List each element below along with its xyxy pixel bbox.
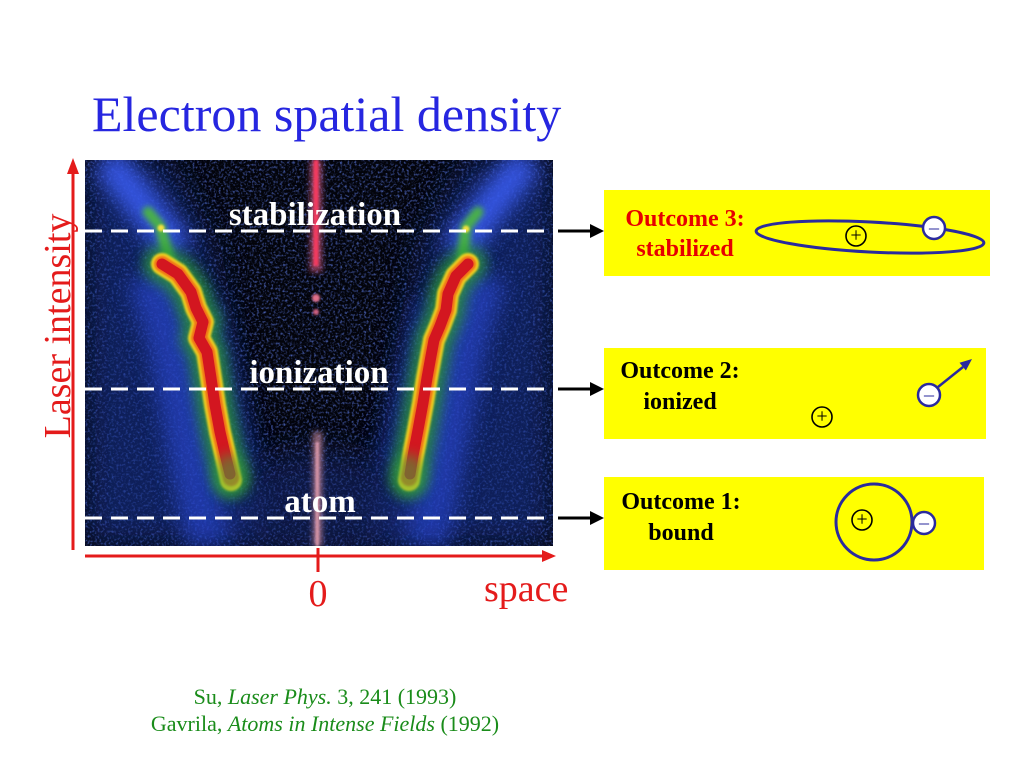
slide-title: Electron spatial density	[92, 86, 561, 142]
electron-escape-arrow-icon	[937, 359, 972, 388]
citation-source: Laser Phys.	[227, 684, 332, 709]
center-beam-upper-core	[313, 160, 319, 266]
citation-details: 3, 241 (1993)	[337, 684, 456, 709]
outcome-3-box: Outcome 3: stabilized + –	[604, 190, 990, 276]
right-streak-core	[404, 258, 474, 480]
center-beam-lower-core	[315, 442, 319, 546]
citation-block: Su, Laser Phys. 3, 241 (1993) Gavrila, A…	[151, 684, 499, 736]
y-axis-arrowhead	[67, 158, 79, 174]
electron-symbol: –	[928, 217, 940, 239]
level-label-atom: atom	[284, 484, 355, 520]
x-axis-origin-label: 0	[309, 573, 328, 615]
electron-icon	[911, 510, 937, 536]
arrow-right-icon	[558, 382, 604, 396]
citation-author: Su,	[194, 684, 223, 709]
arrow-right-icon	[558, 224, 604, 238]
outcome-3-state: stabilized	[636, 236, 734, 262]
arrow-right-icon	[558, 511, 604, 525]
x-axis-label: space	[484, 568, 568, 610]
citation-source: Atoms in Intense Fields	[226, 711, 435, 736]
arrow-head	[590, 511, 604, 525]
outcome-1-heading: Outcome 1:	[621, 489, 740, 515]
citation-su: Su, Laser Phys. 3, 241 (1993)	[194, 684, 457, 709]
nucleus-icon	[811, 406, 833, 428]
nucleus-symbol: +	[850, 225, 861, 247]
center-beam-dot	[312, 294, 320, 302]
electron-icon	[916, 382, 942, 408]
left-wing-outer-band	[128, 268, 233, 546]
citation-gavrila: Gavrila, Atoms in Intense Fields (1992)	[151, 711, 499, 736]
citation-details: (1992)	[440, 711, 499, 736]
center-beam-dot	[313, 309, 319, 315]
level-label-stabilization: stabilization	[229, 197, 401, 233]
citation-author: Gavrila,	[151, 711, 222, 736]
y-axis-label: Laser intensity	[37, 214, 79, 439]
escape-arrow-head	[959, 359, 972, 371]
right-streak-tail-glow	[393, 454, 425, 494]
arrow-head	[590, 382, 604, 396]
x-axis-arrowhead	[542, 550, 556, 562]
right-wing-outer-band	[401, 268, 506, 546]
nucleus-symbol: +	[816, 406, 827, 428]
stabilized-orbit-ellipse	[754, 219, 986, 255]
outcome-1-box: Outcome 1: bound + –	[604, 477, 984, 570]
electron-icon	[921, 215, 947, 241]
outcome-1-state: bound	[648, 520, 714, 546]
nucleus-symbol: +	[856, 509, 867, 531]
outcome-2-state: ionized	[643, 389, 717, 415]
level-label-ionization: ionization	[249, 355, 388, 391]
outcome-2-box: Outcome 2: ionized + –	[604, 348, 986, 439]
arrow-head	[590, 224, 604, 238]
outcome-2-heading: Outcome 2:	[620, 358, 739, 384]
left-streak-tail-glow	[214, 454, 246, 494]
nucleus-icon	[845, 225, 867, 247]
left-streak-core	[156, 258, 236, 480]
outcome-3-heading: Outcome 3:	[625, 206, 744, 232]
nucleus-icon	[851, 509, 873, 531]
electron-symbol: –	[923, 384, 935, 406]
density-map	[85, 160, 553, 546]
left-top-marker-core	[157, 224, 165, 232]
escape-arrow-shaft	[937, 366, 964, 388]
electron-symbol: –	[918, 512, 930, 534]
